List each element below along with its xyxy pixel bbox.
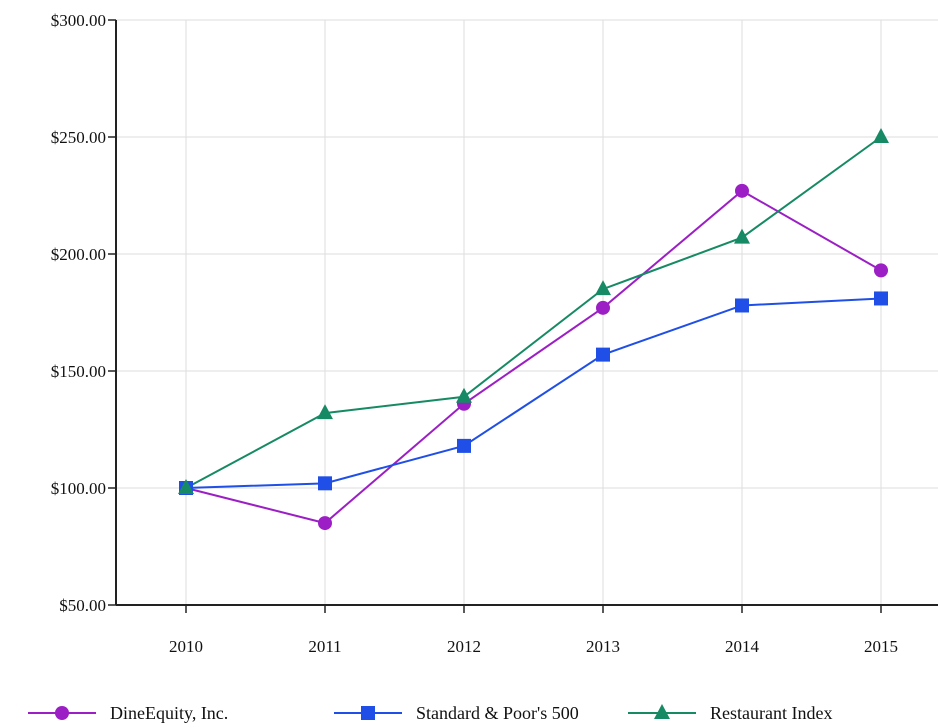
legend: DineEquity, Inc. Standard & Poor's 500 Res…: [28, 703, 832, 723]
y-tick-label: $150.00: [51, 362, 106, 381]
x-tick-labels: 2010 2011 2012 2013 2014 2015: [169, 637, 898, 656]
data-point-2-2: [456, 387, 472, 403]
series: [178, 128, 889, 531]
y-tick-label: $300.00: [51, 11, 106, 30]
data-point-1-3: [596, 347, 610, 362]
data-point-2-4: [734, 228, 750, 244]
x-tick-label: 2010: [169, 637, 203, 656]
series-line-2: [185, 136, 882, 489]
data-point-2-1: [317, 404, 333, 420]
data-point-2-0: [178, 479, 194, 494]
legend-label: Standard & Poor's 500: [416, 703, 579, 723]
x-tick-label: 2014: [725, 637, 760, 656]
series-line-0: [185, 189, 882, 525]
legend-marker: [55, 706, 69, 720]
data-point-2-3: [595, 280, 611, 296]
series-line-1: [185, 297, 882, 489]
x-tick-label: 2011: [308, 637, 341, 656]
y-tick-label: $100.00: [51, 479, 106, 498]
y-tick-labels: $50.00 $100.00 $150.00 $200.00 $250.00 $300.0…: [51, 11, 106, 615]
x-tick-label: 2013: [586, 637, 620, 656]
y-tick-label: $50.00: [59, 596, 106, 615]
grid: [116, 19, 938, 605]
legend-marker: [654, 704, 670, 719]
x-tick-label: 2015: [864, 637, 898, 656]
legend-marker: [361, 706, 375, 720]
data-point-1-5: [874, 291, 888, 306]
legend-label: DineEquity, Inc.: [110, 703, 228, 723]
data-point-1-1: [318, 476, 332, 491]
data-point-1-4: [735, 298, 749, 313]
data-point-0-3: [596, 300, 610, 315]
data-point-0-1: [318, 516, 332, 531]
legend-label: Restaurant Index: [710, 703, 832, 723]
data-point-0-4: [735, 183, 749, 198]
y-tick-label: $200.00: [51, 245, 106, 264]
y-tick-label: $250.00: [51, 128, 106, 147]
data-point-0-5: [874, 263, 888, 278]
axes: [108, 19, 938, 613]
x-tick-label: 2012: [447, 637, 481, 656]
data-point-1-2: [457, 438, 471, 453]
data-point-2-5: [873, 128, 889, 143]
